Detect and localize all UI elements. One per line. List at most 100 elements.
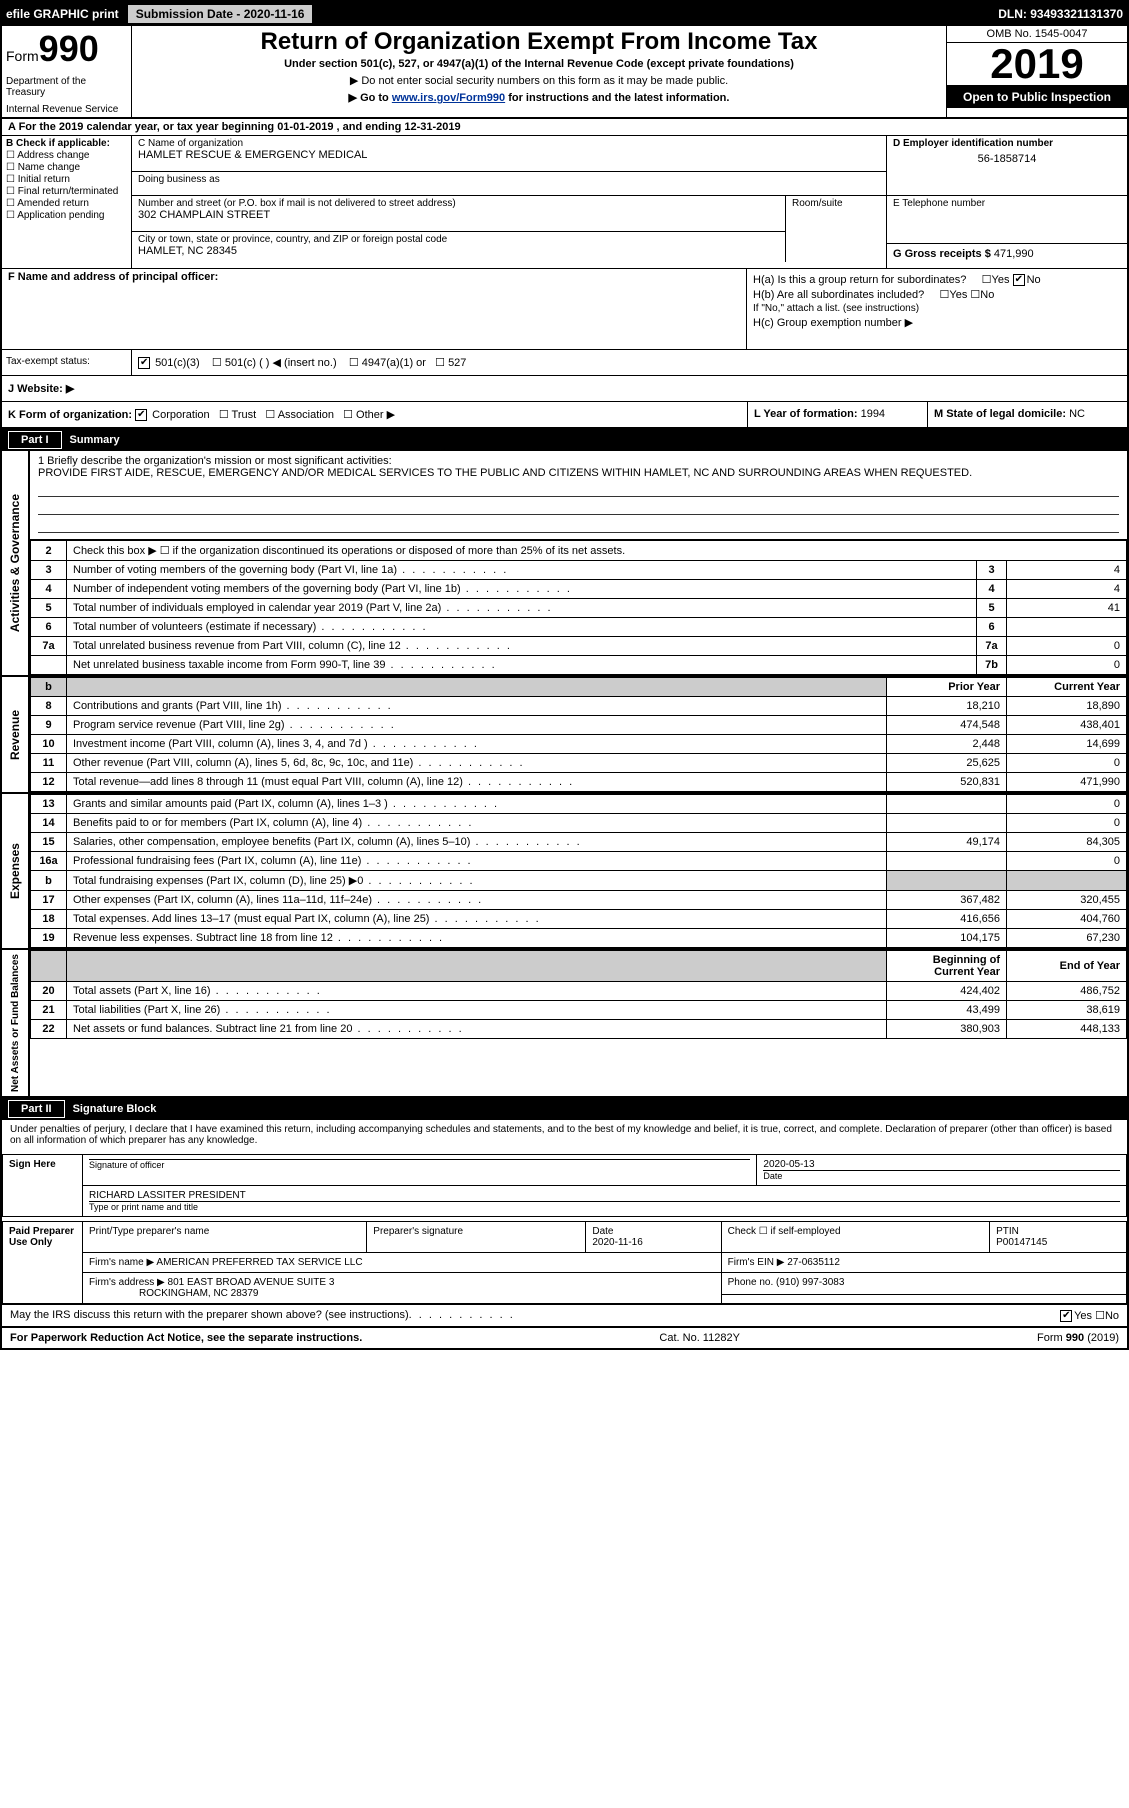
data-row: 8 Contributions and grants (Part VIII, l… — [31, 697, 1127, 716]
current-header: Current Year — [1007, 678, 1127, 697]
exp-table: 13 Grants and similar amounts paid (Part… — [30, 794, 1127, 948]
f-label: F Name and address of principal officer: — [8, 271, 218, 283]
section-f: F Name and address of principal officer:… — [2, 268, 1127, 349]
data-row: 20 Total assets (Part X, line 16) 424,40… — [31, 982, 1127, 1001]
sign-here-table: Sign Here Signature of officer 2020-05-1… — [2, 1154, 1127, 1217]
data-row: 19 Revenue less expenses. Subtract line … — [31, 929, 1127, 948]
data-row: 13 Grants and similar amounts paid (Part… — [31, 795, 1127, 814]
discuss-text: May the IRS discuss this return with the… — [10, 1309, 409, 1322]
gov-main: 1 Briefly describe the organization's mi… — [30, 451, 1127, 675]
submission-date: Submission Date - 2020-11-16 — [127, 4, 314, 24]
end-header: End of Year — [1007, 951, 1127, 982]
form-subtitle: Under section 501(c), 527, or 4947(a)(1)… — [140, 58, 938, 70]
room-label: Room/suite — [792, 198, 880, 209]
cb-corp[interactable] — [135, 409, 147, 421]
col-b-checkboxes: B Check if applicable: ☐ Address change … — [2, 136, 132, 268]
data-row: 16a Professional fundraising fees (Part … — [31, 852, 1127, 871]
net-table: Beginning of Current Year End of Year 20… — [30, 950, 1127, 1039]
data-row: 22 Net assets or fund balances. Subtract… — [31, 1020, 1127, 1039]
street-val: 302 CHAMPLAIN STREET — [138, 209, 779, 221]
street-label: Number and street (or P.O. box if mail i… — [138, 198, 779, 209]
k-row: K Form of organization: Corporation ☐ Tr… — [2, 402, 1127, 429]
form-container: efile GRAPHIC print Submission Date - 20… — [0, 0, 1129, 1350]
goto-link[interactable]: www.irs.gov/Form990 — [392, 92, 505, 104]
line — [38, 481, 1119, 497]
room-box: Room/suite — [786, 196, 886, 262]
h-b: H(b) Are all subordinates included? ☐Yes… — [753, 288, 1121, 301]
cb-address[interactable]: ☐ Address change — [6, 150, 127, 161]
goto-line: ▶ Go to www.irs.gov/Form990 for instruct… — [140, 91, 938, 104]
goto-post: for instructions and the latest informat… — [505, 92, 729, 104]
gross-label: G Gross receipts $ — [893, 248, 991, 260]
data-row: 14 Benefits paid to or for members (Part… — [31, 814, 1127, 833]
rev-table: b Prior Year Current Year 8 Contribution… — [30, 677, 1127, 792]
org-name: HAMLET RESCUE & EMERGENCY MEDICAL — [138, 149, 880, 161]
side-gov: Activities & Governance — [2, 451, 30, 675]
ein-label: D Employer identification number — [893, 138, 1121, 149]
b-label: B Check if applicable: — [6, 138, 127, 149]
gov-row: 7a Total unrelated business revenue from… — [31, 637, 1127, 656]
data-row: b Total fundraising expenses (Part IX, c… — [31, 871, 1127, 891]
open-public: Open to Public Inspection — [947, 86, 1127, 108]
data-row: 17 Other expenses (Part IX, column (A), … — [31, 891, 1127, 910]
tax-year: 2019 — [947, 43, 1127, 86]
name-box: C Name of organization HAMLET RESCUE & E… — [132, 136, 886, 172]
mission-block: 1 Briefly describe the organization's mi… — [30, 451, 1127, 540]
discuss-yes: Yes ☐No — [1060, 1309, 1119, 1322]
cb-final[interactable]: ☐ Final return/terminated — [6, 186, 127, 197]
hno-checked — [1013, 274, 1025, 286]
form-word: Form — [6, 48, 39, 64]
rev-main: b Prior Year Current Year 8 Contribution… — [30, 677, 1127, 792]
c-label: C Name of organization — [138, 138, 880, 149]
discuss-row: May the IRS discuss this return with the… — [2, 1304, 1127, 1326]
gov-row: 3 Number of voting members of the govern… — [31, 561, 1127, 580]
firm-name-cell: Firm's name ▶ AMERICAN PREFERRED TAX SER… — [83, 1253, 722, 1273]
net-main: Beginning of Current Year End of Year 20… — [30, 950, 1127, 1096]
k-label: K Form of organization: — [8, 409, 132, 421]
cb-amended[interactable]: ☐ Amended return — [6, 198, 127, 209]
rev-header: b Prior Year Current Year — [31, 678, 1127, 697]
cb-pending[interactable]: ☐ Application pending — [6, 210, 127, 221]
k-left: K Form of organization: Corporation ☐ Tr… — [2, 402, 747, 427]
section-b: B Check if applicable: ☐ Address change … — [2, 136, 1127, 268]
header-row: Form990 Department of the Treasury Inter… — [2, 26, 1127, 119]
net-header: Beginning of Current Year End of Year — [31, 951, 1127, 982]
dln: DLN: 93493321131370 — [998, 7, 1123, 21]
gov-row: Net unrelated business taxable income fr… — [31, 656, 1127, 675]
side-exp: Expenses — [2, 794, 30, 948]
data-row: 18 Total expenses. Add lines 13–17 (must… — [31, 910, 1127, 929]
exp-area: Expenses 13 Grants and similar amounts p… — [2, 792, 1127, 948]
mission-label: 1 Briefly describe the organization's mi… — [38, 455, 1119, 467]
net-area: Net Assets or Fund Balances Beginning of… — [2, 948, 1127, 1098]
data-row: 15 Salaries, other compensation, employe… — [31, 833, 1127, 852]
phone-box: E Telephone number — [887, 196, 1127, 244]
cb-501c3[interactable] — [138, 357, 150, 369]
l-box: L Year of formation: 1994 — [747, 402, 927, 427]
col-b-mid: C Name of organization HAMLET RESCUE & E… — [132, 136, 887, 268]
sign-here: Sign Here — [3, 1155, 83, 1217]
ptin-cell: PTINP00147145 — [990, 1222, 1127, 1253]
col-f-right: H(a) Is this a group return for subordin… — [747, 269, 1127, 349]
firm-addr-cell: Firm's address ▶ 801 EAST BROAD AVENUE S… — [83, 1273, 722, 1304]
form-number: Form990 — [6, 28, 127, 70]
cb-name[interactable]: ☐ Name change — [6, 162, 127, 173]
gov-table: 2 Check this box ▶ ☐ if the organization… — [30, 540, 1127, 675]
self-emp: Check ☐ if self-employed — [721, 1222, 990, 1253]
efile-label: efile GRAPHIC print — [6, 7, 119, 21]
gov-row: 5 Total number of individuals employed i… — [31, 599, 1127, 618]
tax-label: Tax-exempt status: — [2, 350, 132, 375]
prep-name-label: Print/Type preparer's name — [83, 1222, 367, 1253]
part2-header: Part II Signature Block — [2, 1098, 1127, 1120]
header-right: OMB No. 1545-0047 2019 Open to Public In… — [947, 26, 1127, 117]
paid-prep: Paid Preparer Use Only — [3, 1222, 83, 1304]
sig-date-cell: 2020-05-13 Date — [757, 1155, 1127, 1186]
street-box: Number and street (or P.O. box if mail i… — [132, 196, 785, 232]
line — [38, 499, 1119, 515]
part1-header: Part I Summary — [2, 429, 1127, 451]
city-box: City or town, state or province, country… — [132, 232, 785, 262]
header-left: Form990 Department of the Treasury Inter… — [2, 26, 132, 117]
footer: For Paperwork Reduction Act Notice, see … — [2, 1326, 1127, 1348]
part2-num: Part II — [8, 1100, 65, 1118]
prior-header: Prior Year — [887, 678, 1007, 697]
cb-initial[interactable]: ☐ Initial return — [6, 174, 127, 185]
